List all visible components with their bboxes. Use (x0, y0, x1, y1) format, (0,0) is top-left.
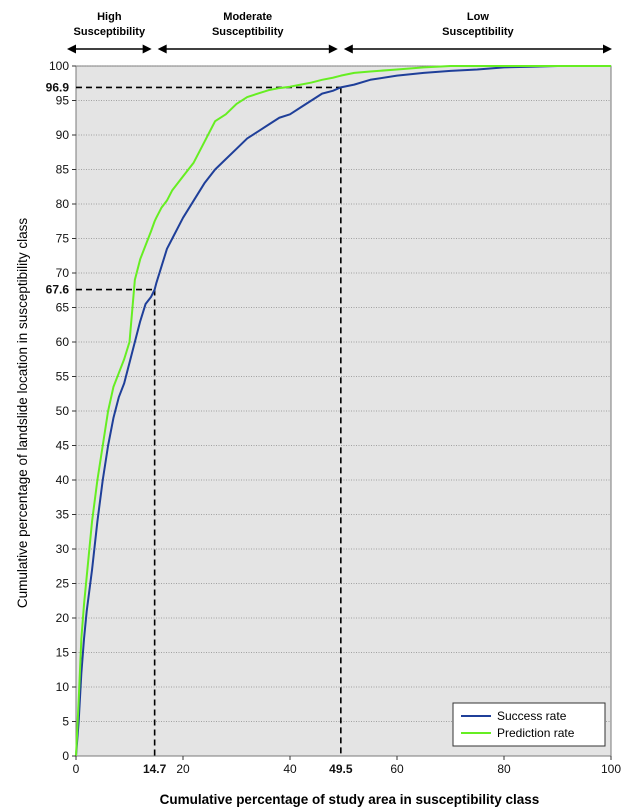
y-axis-label: Cumulative percentage of landslide locat… (15, 218, 30, 608)
x-tick-label-20: 20 (176, 762, 190, 776)
zone-label-1-line2: Susceptibility (212, 26, 284, 38)
zone-label-1-line1: Moderate (223, 11, 272, 23)
legend-box (452, 702, 606, 747)
x-axis-label: Cumulative percentage of study area in s… (160, 792, 540, 807)
y-axis-ticks: 0 5 10 15 20 25 30 35 40 45 50 55 60 65 70 75 80 85 90 95 10… (46, 59, 76, 763)
y-tick-label-25: 25 (56, 577, 70, 591)
y-tick-label-75: 75 (56, 232, 70, 246)
zone-label-2-line1: Low (467, 11, 489, 23)
y-tick-label-85: 85 (56, 163, 70, 177)
y-tick-label-50: 50 (56, 404, 70, 418)
zone-arrowhead-right-2 (603, 44, 612, 54)
y-tick-label-60: 60 (56, 335, 70, 349)
y-tick-label-bold-0: 67.6 (46, 283, 70, 297)
y-tick-label-15: 15 (56, 646, 70, 660)
legend: Success rate Prediction rate (452, 702, 606, 747)
zone-arrowhead-right-0 (142, 44, 152, 54)
y-tick-label-90: 90 (56, 128, 70, 142)
y-tick-label-0: 0 (62, 749, 69, 763)
legend-label-success-rate: Success rate (497, 709, 567, 723)
y-tick-label-10: 10 (56, 680, 70, 694)
y-tick-label-70: 70 (56, 266, 70, 280)
x-tick-label-40: 40 (283, 762, 297, 776)
series-line-0 (75, 65, 611, 757)
y-tick-label-55: 55 (56, 370, 70, 384)
y-tick-label-35: 35 (56, 508, 70, 522)
zone-arrowhead-left-0 (67, 44, 76, 54)
series-lines (75, 65, 611, 757)
x-tick-label-bold-1: 49.5 (329, 762, 353, 776)
zone-arrowhead-right-1 (328, 44, 338, 54)
y-tick-label-65: 65 (56, 301, 70, 315)
zone-arrowhead-left-1 (157, 44, 167, 54)
y-tick-label-30: 30 (56, 542, 70, 556)
zone-label-0-line1: High (97, 11, 122, 23)
x-tick-label-80: 80 (497, 762, 511, 776)
x-tick-label-bold-0: 14.7 (143, 762, 167, 776)
x-tick-label-0: 0 (73, 762, 80, 776)
y-tick-label-80: 80 (56, 197, 70, 211)
x-axis-ticks: 0 20 40 60 80 100 14.7 49.5 (73, 756, 621, 776)
series-line-1 (75, 65, 611, 757)
x-tick-label-100: 100 (601, 762, 621, 776)
y-tick-label-40: 40 (56, 473, 70, 487)
y-tick-label-95: 95 (56, 94, 70, 108)
x-tick-label-60: 60 (390, 762, 404, 776)
y-tick-label-20: 20 (56, 611, 70, 625)
reference-lines (76, 86, 342, 756)
susceptibility-zones: High Susceptibility Moderate Susceptibility… (67, 11, 612, 54)
y-tick-label-5: 5 (62, 715, 69, 729)
zone-arrowhead-left-2 (343, 44, 353, 54)
y-tick-label-45: 45 (56, 439, 70, 453)
zone-label-0-line2: Susceptibility (74, 26, 146, 38)
zone-label-2-line2: Susceptibility (442, 26, 514, 38)
legend-label-prediction-rate: Prediction rate (497, 726, 575, 740)
y-tick-label-bold-1: 96.9 (46, 80, 70, 94)
grid-lines (76, 65, 611, 722)
y-tick-label-100: 100 (49, 59, 69, 73)
